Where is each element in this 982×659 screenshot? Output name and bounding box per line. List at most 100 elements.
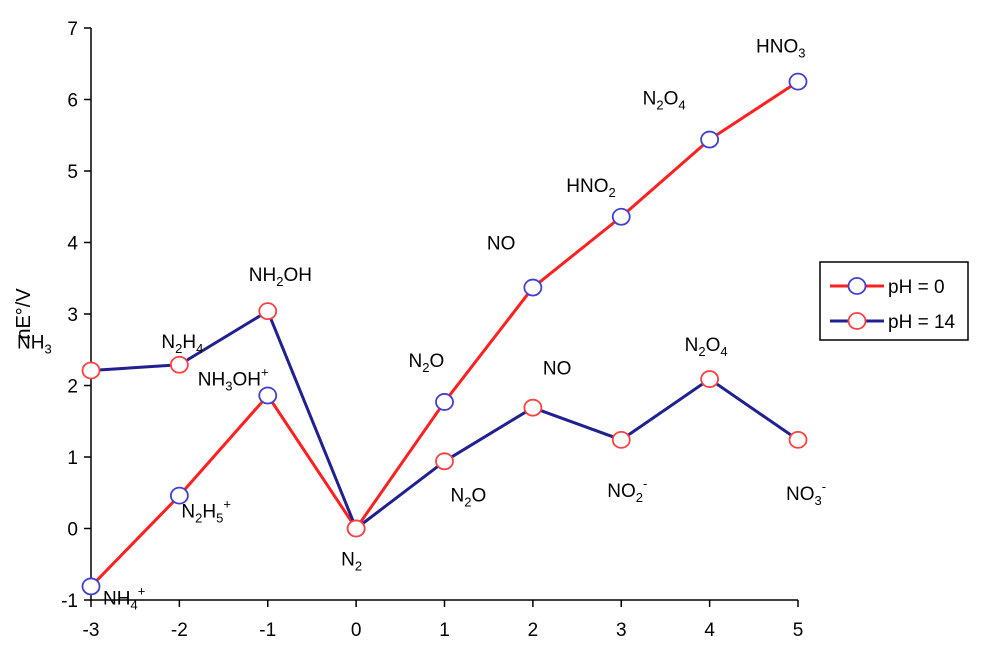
formula-part: HNO [566,176,608,197]
formula-part: H [202,502,216,523]
y-tick-label: 6 [67,91,78,112]
species-label: N2​O4​ [685,335,728,359]
data-point [611,430,631,449]
data-point [258,302,278,321]
data-point [169,486,189,505]
data-point [523,278,543,297]
formula-subscript: 2 [656,98,663,113]
formula-subscript: 4 [720,344,727,359]
legend-marker-1 [847,312,867,330]
formula-part: NH [198,370,225,391]
formula-part: N [451,485,465,506]
species-label: HNO3​ [756,37,805,61]
formula-part: NH [249,265,276,286]
formula-subscript: 2 [276,274,283,289]
x-tick-label: -1 [259,620,276,641]
formula-subscript: 2 [355,559,362,574]
formula-subscript: 2 [422,360,429,375]
data-point [81,577,101,596]
data-point [788,72,808,91]
legend-marker-0 [847,277,867,295]
x-tick-label: -3 [83,620,100,641]
formula-subscript: 4 [196,341,203,356]
formula-subscript: 3 [44,341,51,356]
series-layer [81,72,808,596]
formula-subscript: 2 [464,494,471,509]
formula-subscript: 5 [216,511,223,526]
formula-subscript: 3 [225,379,232,394]
y-tick-label: 3 [67,305,78,326]
formula-part: NO [543,359,572,380]
data-point [435,452,454,471]
data-point [346,519,366,538]
species-label: NH4​+​ [103,583,145,612]
x-tick-label: 1 [439,620,450,641]
formula-subscript: 4 [130,597,137,612]
formula-part: NO [786,484,815,505]
species-label: NH3​OH+​ [198,365,269,394]
legend-label-0: pH = 0 [888,277,945,298]
species-labels: NH4​+​N2​H5​+​NH3​OH+​N2​N2​ONOHNO2​N2​O… [17,37,826,613]
legend-label-1: pH = 14 [888,312,956,333]
x-tick-label: 5 [793,620,804,641]
data-point [700,370,720,388]
x-tick-label: 2 [528,620,539,641]
formula-superscript: - [643,476,647,491]
formula-part: NH [17,332,44,353]
x-tick-label: 3 [616,620,627,641]
formula-superscript: - [822,479,826,494]
species-label: NO [487,234,516,255]
y-tick-label: 5 [67,162,78,183]
formula-part: N [341,550,355,571]
y-axis-title: nE°/V [13,288,35,340]
formula-part: O [706,335,721,356]
data-point [523,398,543,417]
formula-part: O [471,485,486,506]
data-point [700,130,720,149]
y-tick-label: 7 [67,19,78,40]
y-tick-label: 0 [67,520,78,541]
formula-part: OH [283,265,312,286]
formula-superscript: + [223,497,231,512]
formula-part: NO [487,234,516,255]
formula-subscript: 2 [175,341,182,356]
formula-part: OH [232,370,261,391]
formula-superscript: + [138,583,146,598]
x-tick-label: -2 [171,620,188,641]
formula-part: HNO [756,37,798,58]
data-point [788,430,808,449]
formula-subscript: 2 [608,185,615,200]
species-label: NH3​ [17,332,52,356]
formula-subscript: 2 [195,511,202,526]
data-point [81,361,101,380]
species-label: N2​O [451,485,487,509]
data-point [258,386,278,405]
species-label: N2​O4​ [643,89,686,113]
species-label: N2​H4​ [161,332,203,356]
x-tick-label: 0 [351,620,362,641]
species-label: N2​O [409,351,445,375]
formula-part: N [409,351,423,372]
legend: pH = 0 pH = 14 [819,261,969,341]
y-tick-label: 4 [67,234,78,255]
formula-part: H [182,332,196,353]
formula-subscript: 4 [678,98,685,113]
formula-part: N [161,332,175,353]
x-tick-label: 4 [704,620,715,641]
species-label: NO3​-​ [786,479,826,508]
formula-part: NO [607,481,636,502]
species-label: N2​ [341,550,362,574]
formula-part: N [643,89,657,110]
y-tick-label: 2 [67,377,78,398]
formula-part: NH [103,588,130,609]
formula-part: O [664,89,679,110]
formula-part: N [685,335,699,356]
species-label: N2​H5​+​ [181,497,231,526]
species-label: NO [543,359,572,380]
formula-part: N [181,502,195,523]
formula-subscript: 2 [636,490,643,505]
y-tick-label: 1 [67,448,78,469]
y-tick-label: -1 [61,591,78,612]
